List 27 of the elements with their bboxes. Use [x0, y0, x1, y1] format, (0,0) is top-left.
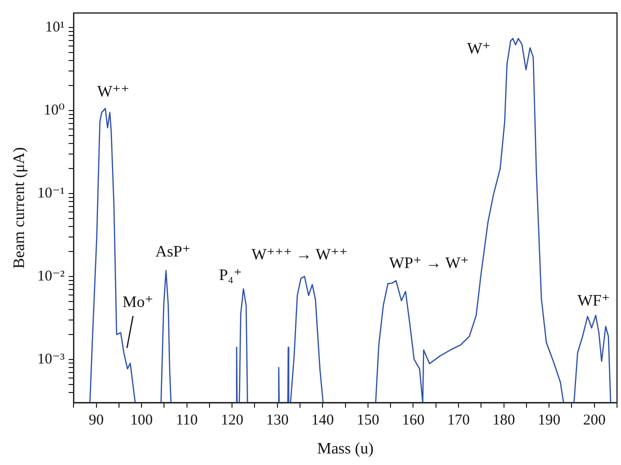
x-tick-label: 130 [266, 412, 289, 429]
annotation: W⁺ [467, 40, 491, 58]
x-tick-label: 90 [88, 412, 104, 429]
annotation: AsP⁺ [155, 244, 191, 261]
y-tick-label: 10⁰ [44, 102, 65, 118]
y-tick-label: 10⁻² [37, 268, 66, 284]
x-tick-label: 180 [492, 412, 516, 429]
x-tick-label: 120 [220, 412, 244, 429]
x-tick-label: 190 [538, 412, 560, 429]
y-tick-label: 10¹ [45, 20, 65, 36]
x-axis-title: Mass (u) [317, 440, 374, 458]
annotation: Mo⁺ [122, 294, 154, 312]
y-axis-title: Beam current (μA) [10, 147, 28, 269]
y-tick-label: 10⁻³ [37, 351, 66, 368]
x-tick-label: 170 [447, 412, 470, 429]
x-tick-label: 140 [311, 412, 334, 429]
x-tick-label: 100 [130, 412, 153, 429]
x-tick-label: 160 [402, 412, 424, 429]
annotation: WP⁺ → W⁺ [389, 254, 469, 272]
annotation: W⁺⁺ [97, 84, 130, 101]
x-tick-label: 150 [356, 412, 380, 429]
x-tick-label: 110 [176, 412, 198, 429]
annotation: WF⁺ [577, 292, 610, 310]
annotation: P₄⁺ [218, 267, 242, 284]
annotation: W⁺⁺⁺ → W⁺⁺ [251, 246, 348, 264]
x-tick-label: 200 [583, 412, 606, 429]
y-tick-label: 10⁻¹ [37, 185, 65, 202]
